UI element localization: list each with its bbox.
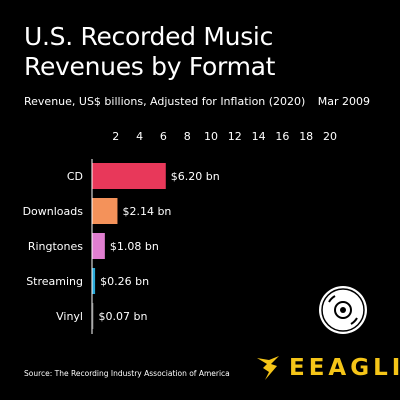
chart-title: U.S. Recorded Music Revenues by Format	[24, 22, 276, 81]
x-tick-label: 8	[184, 130, 191, 143]
value-label: $6.20 bn	[171, 170, 220, 183]
source-note: Source: The Recording Industry Associati…	[24, 369, 230, 378]
bar-streaming	[92, 268, 96, 294]
x-tick-label: 10	[204, 130, 218, 143]
x-tick-label: 6	[160, 130, 167, 143]
value-label: $2.14 bn	[122, 205, 171, 218]
category-label: Streaming	[26, 275, 83, 288]
chart-subtitle: Revenue, US$ billions, Adjusted for Infl…	[24, 95, 306, 108]
category-label: Ringtones	[28, 240, 83, 253]
x-tick-label: 16	[275, 130, 289, 143]
x-tick-label: 2	[112, 130, 119, 143]
value-label: $0.07 bn	[99, 310, 148, 323]
category-label: CD	[67, 170, 83, 183]
x-tick-label: 18	[299, 130, 313, 143]
compact-disc-icon	[319, 286, 367, 334]
value-label: $1.08 bn	[110, 240, 159, 253]
x-tick-label: 4	[136, 130, 143, 143]
eagle-icon	[257, 356, 279, 380]
x-tick-label: 20	[323, 130, 337, 143]
brand-name: EEAGLI	[289, 355, 400, 381]
bar-cd	[92, 163, 166, 189]
bar-vinyl	[92, 303, 94, 329]
bar-chart: 2 4 6 8 10 12 14 16 18 20 CD $6.20 bn Downloads $2.14…	[23, 130, 337, 334]
x-tick-label: 12	[228, 130, 242, 143]
category-label: Vinyl	[56, 310, 83, 323]
brand-logo: EEAGLI	[255, 354, 400, 382]
x-tick-label: 14	[252, 130, 266, 143]
date-label: Mar 2009	[317, 95, 370, 108]
bar-ringtones	[92, 233, 105, 259]
value-label: $0.26 bn	[100, 275, 149, 288]
category-label: Downloads	[23, 205, 84, 218]
bar-downloads	[92, 198, 118, 224]
